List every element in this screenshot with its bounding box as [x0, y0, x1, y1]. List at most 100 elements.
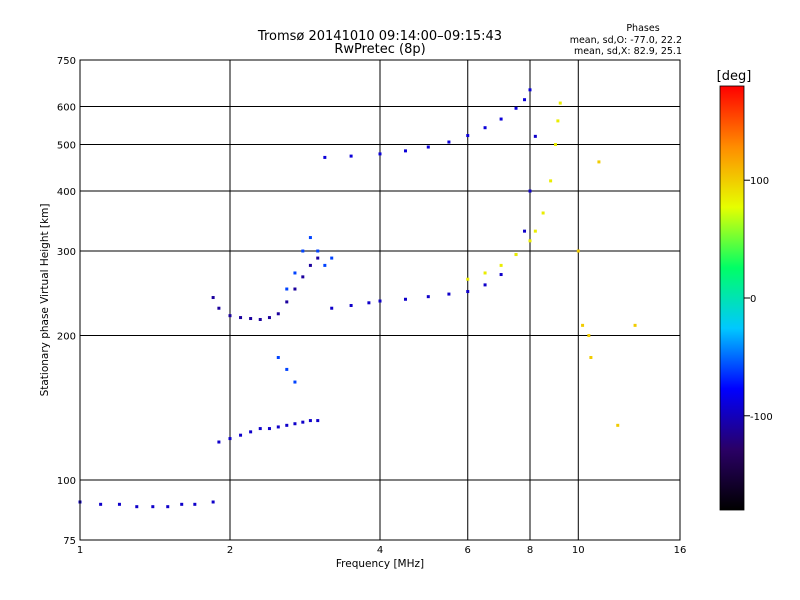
- data-point: [301, 249, 305, 253]
- data-point: [528, 88, 532, 92]
- data-point: [378, 152, 382, 156]
- data-point: [316, 249, 320, 253]
- data-point: [466, 290, 470, 294]
- data-point: [426, 295, 430, 299]
- chart-subtitle: RwPretec (8p): [334, 42, 425, 57]
- data-point: [587, 334, 591, 338]
- data-point: [293, 380, 297, 384]
- data-point: [228, 314, 232, 318]
- data-point: [523, 229, 527, 233]
- x-tick-label: 8: [527, 545, 533, 556]
- data-point: [597, 160, 601, 164]
- x-axis-ticks: 1 2 4 6 8 10 16: [77, 545, 687, 556]
- data-point: [308, 419, 312, 423]
- data-point: [301, 420, 305, 424]
- chart-title: Tromsø 20141010 09:14:00–09:15:43: [257, 29, 502, 44]
- data-points: [78, 88, 637, 509]
- data-point: [403, 297, 407, 301]
- data-point: [499, 273, 503, 277]
- data-point: [447, 292, 451, 296]
- data-point: [558, 101, 562, 105]
- data-point: [285, 287, 289, 291]
- data-point: [258, 317, 262, 321]
- data-point: [180, 502, 184, 506]
- data-point: [276, 355, 280, 359]
- data-point: [514, 106, 518, 110]
- data-point: [403, 149, 407, 153]
- x-tick-label: 2: [227, 545, 233, 556]
- data-point: [323, 263, 327, 267]
- y-tick-label: 750: [57, 56, 76, 67]
- data-point: [151, 505, 155, 509]
- data-point: [301, 275, 305, 279]
- data-point: [308, 236, 312, 240]
- data-point: [330, 306, 334, 310]
- data-point: [616, 423, 620, 427]
- colorbar-ticks: 100 0 -100: [744, 176, 773, 423]
- x-tick-label: 10: [572, 545, 585, 556]
- data-point: [166, 505, 170, 509]
- colorbar-tick-label: 0: [750, 294, 756, 305]
- data-point: [367, 301, 371, 305]
- data-point: [316, 419, 320, 423]
- data-point: [267, 316, 271, 320]
- data-point: [285, 300, 289, 304]
- data-point: [576, 249, 580, 253]
- data-point: [228, 437, 232, 441]
- data-point: [239, 433, 243, 437]
- phase-stats-heading: Phases: [626, 23, 659, 34]
- data-point: [267, 427, 271, 431]
- data-point: [514, 253, 518, 257]
- data-point: [528, 189, 532, 193]
- x-tick-label: 6: [465, 545, 471, 556]
- y-axis-ticks: 75 100 200 300 400 500 600 750: [57, 56, 76, 547]
- data-point: [528, 239, 532, 243]
- data-point: [349, 154, 353, 158]
- data-point: [633, 323, 637, 327]
- data-point: [293, 422, 297, 426]
- data-point: [258, 427, 262, 431]
- x-tick-label: 1: [77, 545, 83, 556]
- phase-stats-o: mean, sd,O: -77.0, 22.2: [570, 35, 682, 46]
- data-point: [276, 312, 280, 316]
- data-point: [499, 263, 503, 267]
- y-axis-label: Stationary phase Virtual Height [km]: [39, 204, 51, 397]
- y-tick-label: 600: [57, 103, 76, 114]
- data-point: [330, 256, 334, 260]
- data-point: [285, 423, 289, 427]
- y-tick-label: 100: [57, 476, 76, 487]
- data-point: [293, 287, 297, 291]
- data-point: [217, 306, 221, 310]
- phase-colorbar: [deg] 100 0 -100: [717, 69, 773, 511]
- data-point: [217, 440, 221, 444]
- colorbar-tick-label: 100: [750, 176, 769, 187]
- data-point: [378, 299, 382, 303]
- data-point: [99, 502, 103, 506]
- data-point: [541, 211, 545, 215]
- data-point: [117, 502, 121, 506]
- colorbar-tick-label: -100: [750, 412, 773, 423]
- data-point: [426, 145, 430, 149]
- plot-area: [78, 59, 681, 541]
- plot-frame: [79, 59, 681, 541]
- x-axis-label: Frequency [MHz]: [336, 558, 424, 570]
- data-point: [211, 500, 215, 504]
- data-point: [533, 134, 537, 138]
- data-point: [483, 283, 487, 287]
- data-point: [466, 277, 470, 281]
- data-point: [556, 119, 560, 123]
- y-tick-label: 75: [63, 536, 76, 547]
- data-point: [533, 229, 537, 233]
- data-point: [135, 505, 139, 509]
- data-point: [316, 256, 320, 260]
- colorbar-label: [deg]: [717, 69, 752, 84]
- data-point: [285, 367, 289, 371]
- data-point: [589, 355, 593, 359]
- data-point: [293, 271, 297, 275]
- data-point: [211, 296, 215, 300]
- data-point: [466, 134, 470, 138]
- phase-stats-x: mean, sd,X: 82.9, 25.1: [574, 46, 682, 57]
- data-point: [323, 155, 327, 159]
- data-point: [349, 303, 353, 307]
